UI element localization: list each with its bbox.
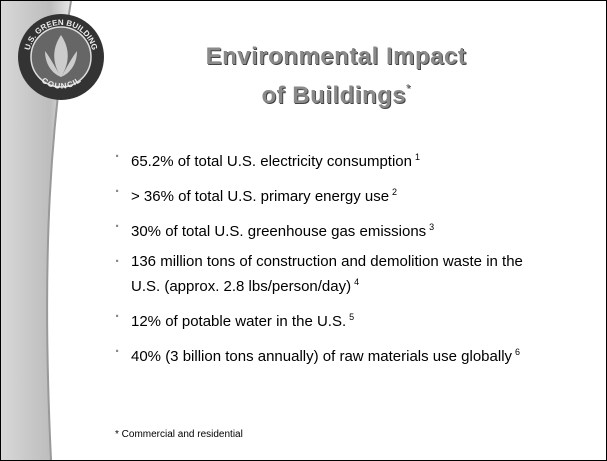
bullet-text: 40% (3 billion tons annually) of raw mat… — [131, 348, 513, 365]
title-mark: * — [406, 83, 411, 94]
bullet: 12% of potable water in the U.S.5 — [113, 307, 553, 332]
bullet-note: 3 — [429, 222, 435, 232]
bullet-text: 136 million tons of construction and dem… — [131, 253, 523, 295]
bullet-note: 1 — [414, 152, 420, 162]
bullet-text: 30% of total U.S. greenhouse gas emissio… — [131, 223, 427, 240]
title-line: Environmental Impact — [205, 43, 467, 70]
bullet-list: 65.2% of total U.S. electricity consumpt… — [113, 147, 553, 377]
bullet: 30% of total U.S. greenhouse gas emissio… — [113, 217, 553, 242]
title: Environmental Impact of Buildings* — [121, 41, 551, 112]
logo-bottom: COUNCIL — [40, 76, 82, 91]
bullet-note: 2 — [392, 187, 398, 197]
bullet-note: 6 — [515, 347, 521, 357]
swoosh-band — [1, 1, 71, 460]
bullet-text: 12% of potable water in the U.S. — [131, 313, 347, 330]
footnote: * Commercial and residential — [115, 429, 243, 440]
title-line: of Buildings* — [121, 73, 551, 112]
bullet-text: 65.2% of total U.S. electricity consumpt… — [131, 153, 412, 170]
title-text: of Buildings — [261, 82, 407, 109]
decoration: U.S. GREEN BUILDING COUNCIL — [1, 1, 104, 460]
bullet: 65.2% of total U.S. electricity consumpt… — [113, 147, 553, 172]
logo-leaves — [45, 35, 77, 77]
bullet-text: > 36% of total U.S. primary energy use — [131, 188, 390, 205]
bullet: 136 million tons of construction and dem… — [113, 252, 553, 297]
bullet: 40% (3 billion tons annually) of raw mat… — [113, 342, 553, 367]
logo-text: COUNCIL — [40, 76, 82, 91]
bullet-note: 4 — [354, 277, 360, 287]
bullet-note: 5 — [349, 312, 355, 322]
